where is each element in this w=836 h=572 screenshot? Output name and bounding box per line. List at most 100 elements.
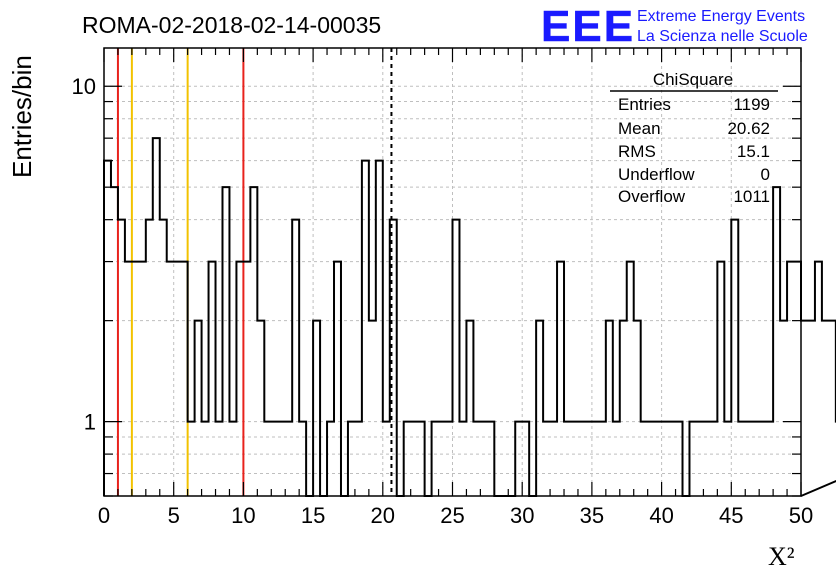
histogram-bin — [543, 422, 550, 496]
histogram-bin — [327, 422, 334, 496]
histogram-bin — [348, 422, 355, 496]
run-title: ROMA-02-2018-02-14-00035 — [82, 12, 381, 38]
histogram-bin — [487, 422, 494, 496]
histogram-bin — [125, 262, 132, 496]
histogram-bin — [216, 422, 223, 496]
histogram-bin — [459, 422, 466, 496]
histogram-bin — [285, 422, 292, 496]
histogram-bin — [557, 262, 564, 496]
histogram-bin — [794, 262, 801, 496]
histogram-bin — [599, 422, 606, 496]
x-tick-label: 25 — [440, 503, 464, 528]
histogram-bin — [766, 422, 773, 496]
histogram-bin — [780, 321, 787, 496]
histogram-bin — [585, 422, 592, 496]
histogram-bin — [752, 422, 759, 496]
histogram-bin — [724, 422, 731, 496]
histogram-bin — [773, 187, 780, 496]
histogram-bin — [592, 422, 599, 496]
histogram-bin — [676, 422, 683, 496]
histogram-bin — [418, 422, 425, 496]
histogram-bin — [355, 422, 362, 496]
stats-underflow-label: Underflow — [618, 165, 695, 184]
histogram-bin — [181, 262, 188, 496]
histogram-bin — [104, 161, 111, 496]
histogram-bin — [717, 262, 724, 496]
histogram-bin — [606, 321, 613, 496]
histogram-bin — [648, 422, 655, 496]
x-tick-labels: 0 5 10 15 20 25 30 35 40 45 50 — [98, 503, 813, 528]
histogram-bin — [710, 422, 717, 496]
histogram-bin — [641, 422, 648, 496]
histogram-bin — [132, 262, 139, 496]
histogram-bin — [229, 422, 236, 496]
stats-entries-label: Entries — [618, 95, 671, 114]
histogram-bin — [613, 422, 620, 496]
y-tick-label: 10 — [72, 74, 96, 99]
stats-overflow-value: 1011 — [733, 187, 770, 206]
histogram-bin — [195, 321, 202, 496]
histogram-bin — [473, 422, 480, 496]
histogram-bins — [104, 138, 836, 496]
y-tick-labels: 1 10 — [72, 74, 96, 434]
histogram-bin — [738, 422, 745, 496]
histogram-bin — [362, 161, 369, 496]
x-tick-label: 45 — [719, 503, 743, 528]
histogram-bin — [376, 161, 383, 496]
x-tick-label: 20 — [371, 503, 395, 528]
brand-line-1: Extreme Energy Events — [637, 8, 805, 25]
histogram-bin — [334, 262, 341, 496]
histogram-bin — [662, 422, 669, 496]
histogram-outline — [103, 137, 836, 497]
histogram-bin — [153, 138, 160, 496]
x-tick-label: 35 — [580, 503, 604, 528]
histogram-bin — [536, 321, 543, 496]
x-axis-label: X² — [768, 542, 795, 571]
stats-overflow-label: Overflow — [618, 187, 686, 206]
histogram-bin — [411, 422, 418, 496]
stats-rms-label: RMS — [618, 142, 656, 161]
histogram-bin — [696, 422, 703, 496]
reference-lines — [116, 48, 393, 496]
histogram-bin — [578, 422, 585, 496]
histogram-bin — [522, 422, 529, 496]
x-tick-label: 30 — [510, 503, 534, 528]
histogram-bin — [655, 422, 662, 496]
histogram-bin — [139, 262, 146, 496]
x-tick-label: 10 — [231, 503, 255, 528]
histogram-bin — [480, 422, 487, 496]
x-tick-label: 40 — [649, 503, 673, 528]
histogram-bin — [787, 262, 794, 496]
x-tick-label: 5 — [168, 503, 180, 528]
stats-mean-label: Mean — [618, 119, 661, 138]
stats-title: ChiSquare — [653, 70, 733, 89]
histogram-bin — [669, 422, 676, 496]
histogram-bin — [243, 262, 250, 496]
histogram-bin — [222, 187, 229, 496]
histogram-bin — [264, 422, 271, 496]
histogram-bin — [689, 422, 696, 496]
histogram-bin — [801, 321, 808, 496]
histogram-bin — [383, 422, 390, 496]
histogram-bin — [759, 422, 766, 496]
brand-line-2: La Scienza nelle Scuole — [637, 28, 808, 45]
histogram-bin — [808, 321, 815, 496]
histogram-bin — [829, 321, 836, 496]
histogram-bin — [466, 321, 473, 496]
stats-box: ChiSquare Entries 1199 Mean 20.62 RMS 15… — [610, 70, 778, 206]
histogram-bin — [550, 422, 557, 496]
y-axis-label: Entries/bin — [7, 55, 37, 178]
histogram-bin — [571, 422, 578, 496]
x-tick-label: 0 — [98, 503, 110, 528]
histogram-bin — [404, 422, 411, 496]
stats-underflow-value: 0 — [761, 165, 770, 184]
histogram-bin — [634, 321, 641, 496]
histogram-bin — [369, 321, 376, 496]
histogram-bin — [174, 262, 181, 496]
x-tick-label: 15 — [301, 503, 325, 528]
histogram-bin — [111, 187, 118, 496]
histogram-bin — [564, 422, 571, 496]
histogram-bin — [439, 422, 446, 496]
histogram-bin — [515, 422, 522, 496]
